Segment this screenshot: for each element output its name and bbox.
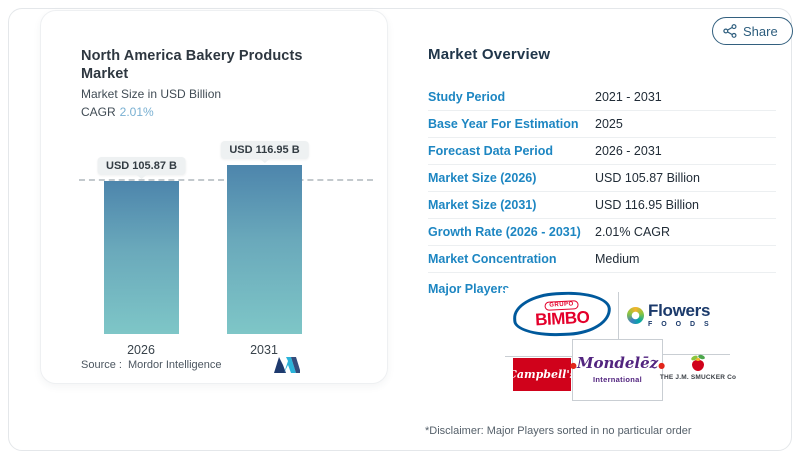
mondelez-name-text: ●Mondelēz● (569, 354, 666, 372)
table-row: Market Size (2031) USD 116.95 Billion (428, 192, 776, 219)
row-label: Forecast Data Period (428, 144, 554, 158)
grupo-bimbo-logo: GRUPO BIMBO (511, 289, 613, 339)
row-label: Market Size (2031) (428, 198, 537, 212)
bimbo-name-text: BIMBO (534, 307, 590, 330)
major-players-logos: GRUPO BIMBO Flowers F O O D S Campbell's… (505, 288, 736, 406)
bar-chart: USD 105.87 B USD 116.95 B 2026 2031 (41, 11, 387, 383)
disclaimer-text: *Disclaimer: Major Players sorted in no … (425, 425, 692, 437)
row-value: 2025 (595, 117, 623, 131)
chart-title: North America Bakery Products Market (81, 48, 303, 83)
row-value: USD 116.95 Billion (595, 198, 699, 212)
reference-dashed-line (79, 179, 373, 181)
bar-2031 (227, 165, 302, 334)
market-size-chart-card: North America Bakery Products Market Mar… (40, 10, 388, 384)
mordor-intelligence-logo (274, 357, 300, 373)
smucker-strawberry-icon (690, 353, 706, 371)
mondelez-international-text: International (593, 375, 642, 384)
source-value: Mordor Intelligence (127, 359, 222, 371)
row-value: Medium (595, 252, 640, 266)
campbells-logo: Campbell's (508, 358, 576, 391)
smucker-name-text: THE J.M. SMUCKER Co (659, 374, 737, 381)
jm-smucker-logo: THE J.M. SMUCKER Co (660, 353, 736, 396)
logo-divider (505, 356, 572, 357)
flowers-foods-logo: Flowers F O O D S (627, 296, 727, 334)
table-row: Base Year For Estimation 2025 (428, 111, 776, 138)
row-value: 2021 - 2031 (595, 90, 662, 104)
logo-divider (618, 292, 619, 339)
table-row: Forecast Data Period 2026 - 2031 (428, 138, 776, 165)
cagr-label: CAGR (81, 105, 116, 119)
share-button-label: Share (743, 23, 778, 39)
overview-table: Study Period 2021 - 2031 Base Year For E… (428, 84, 776, 273)
cagr-value: 2.01% (119, 105, 154, 119)
table-row: Market Size (2026) USD 105.87 Billion (428, 165, 776, 192)
chart-subtitle: Market Size in USD Billion (81, 87, 222, 101)
mondelez-logo: ●Mondelēz● International (569, 339, 666, 401)
table-row: Growth Rate (2026 - 2031) 2.01% CAGR (428, 219, 776, 246)
bar-value-label-2026: USD 105.87 B (97, 157, 186, 175)
row-value: 2026 - 2031 (595, 144, 662, 158)
bar-2026 (104, 181, 179, 334)
campbells-name-text: Campbell's (508, 368, 576, 381)
x-tick-2031: 2031 (250, 343, 278, 357)
share-icon (723, 24, 737, 38)
row-value: USD 105.87 Billion (595, 171, 700, 185)
chart-cagr: CAGR 2.01% (81, 105, 154, 119)
flowers-name-text: Flowers (648, 301, 711, 320)
table-row: Study Period 2021 - 2031 (428, 84, 776, 111)
share-button[interactable]: Share (712, 17, 793, 45)
overview-heading: Market Overview (428, 46, 551, 63)
flowers-flower-icon (627, 306, 644, 324)
flowers-foods-text: F O O D S (648, 321, 713, 328)
row-label: Market Size (2026) (428, 171, 537, 185)
table-row: Market Concentration Medium (428, 246, 776, 273)
major-players-label: Major Players (428, 282, 510, 296)
row-value: 2.01% CAGR (595, 225, 671, 239)
source-attribution: Source : Mordor Intelligence (81, 359, 222, 371)
x-tick-2026: 2026 (127, 343, 155, 357)
bar-value-label-2031: USD 116.95 B (220, 141, 309, 159)
source-label: Source : (81, 359, 122, 371)
row-label: Growth Rate (2026 - 2031) (428, 225, 581, 239)
row-label: Market Concentration (428, 252, 557, 266)
row-label: Study Period (428, 90, 506, 104)
logo-divider (663, 354, 730, 355)
row-label: Base Year For Estimation (428, 117, 579, 131)
